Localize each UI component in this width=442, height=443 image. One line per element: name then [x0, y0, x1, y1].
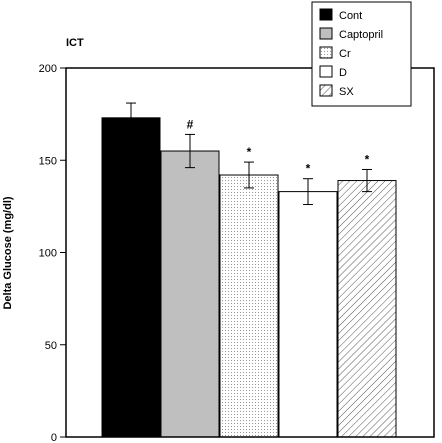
significance-marker: #	[187, 117, 194, 131]
y-tick-label: 50	[45, 340, 57, 352]
legend-label-sx: SX	[339, 86, 354, 98]
legend-swatch-captopril	[319, 27, 333, 40]
y-tick-label: 200	[39, 63, 57, 75]
y-axis-ticks: 0 50 100 150 200	[39, 63, 66, 443]
legend-swatch-cont	[319, 8, 333, 21]
legend-label-cr: Cr	[339, 48, 351, 60]
bar-sx	[337, 180, 397, 438]
significance-marker: *	[247, 145, 252, 159]
legend: Cont Captopril Cr D SX	[311, 1, 412, 107]
bar-d	[278, 191, 338, 438]
bar-cont	[101, 117, 161, 438]
legend-label-captopril: Captopril	[339, 29, 383, 41]
bars-group: # * * *	[101, 102, 397, 438]
y-axis-label: Delta Glucose (mg/dl)	[2, 196, 14, 309]
panel-label: ICT	[66, 37, 84, 49]
legend-swatch-sx	[319, 84, 333, 97]
y-tick-label: 0	[51, 432, 57, 443]
legend-label-d: D	[339, 67, 347, 79]
plot-frame	[65, 67, 435, 438]
significance-marker: *	[365, 152, 370, 166]
bar-captopril	[160, 150, 220, 438]
legend-swatch-d	[319, 65, 333, 78]
y-tick-label: 150	[39, 155, 57, 167]
legend-label-cont: Cont	[339, 10, 362, 22]
bar-cr	[219, 174, 279, 438]
significance-marker: *	[306, 162, 311, 176]
legend-swatch-cr	[319, 46, 333, 59]
y-tick-label: 100	[39, 248, 57, 260]
